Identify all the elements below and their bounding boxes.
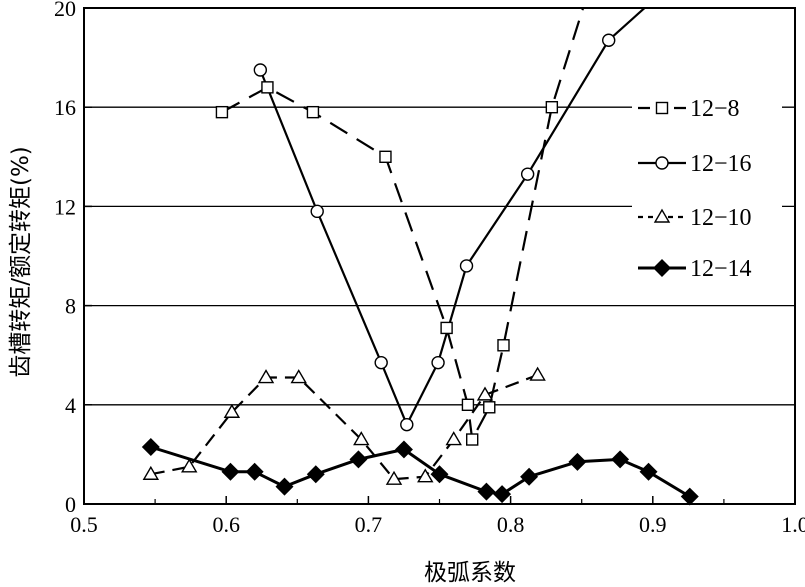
series-3-point [142,465,160,480]
series-2-point [520,167,535,181]
y-tick-label: 20 [54,0,76,21]
series-4-point [611,450,630,469]
series-3-point [529,366,546,381]
legend-item-2: 12−16 [632,145,782,179]
x-tick-label: 1.0 [781,512,805,537]
series-2-point [602,33,616,47]
series-2-point [310,204,324,219]
x-axis-title: 极弧系数 [424,560,516,586]
series-3-point [223,403,241,418]
y-tick-label: 16 [54,95,76,120]
legend-item-4-label: 12−14 [690,256,752,282]
legend-item-3: 12−10 [632,199,782,233]
y-tick-label: 8 [65,294,76,319]
legend-item-1-swatch-marker [655,101,669,115]
y-tick-label: 12 [54,194,76,219]
series-3-point [290,369,307,384]
series-1-point [379,150,392,164]
series-1-line [221,8,585,441]
series-group [150,8,691,498]
series-2-point [431,355,445,370]
y-axis-title: 齿槽转矩/额定转矩(%) [8,146,34,378]
series-3-point [353,431,370,446]
legend-item-2-label: 12−16 [690,151,752,177]
series-2-point [374,355,388,370]
y-tick-label: 4 [65,393,76,418]
legend-item-1-label: 12−8 [690,96,740,122]
series-1-point [466,433,479,446]
x-tick-label: 0.9 [639,512,667,537]
series-4-point [680,487,699,506]
series-3-point [417,468,434,483]
series-3-point [476,386,494,401]
legend-item-2-swatch-marker [655,156,669,170]
series-1-point [306,105,320,119]
markers-group [141,33,699,506]
legend: 12−8 12−16 12−10 12−14 [632,90,782,284]
series-4-point [349,450,368,469]
x-tick-label: 0.6 [212,512,240,537]
series-4-point [141,437,160,456]
series-4-point [394,440,413,459]
x-tick-label: 0.7 [355,512,383,537]
series-4-point [520,467,539,486]
series-1-point [261,81,274,94]
series-4-point [568,452,587,471]
x-tick-label: 0.8 [497,512,525,537]
series-4-point [639,462,658,481]
series-1-point [497,339,510,352]
series-4-point [430,465,449,484]
series-4-point [306,465,325,484]
series-2-point [459,259,474,273]
series-2-point [400,417,414,432]
axis-ticks: 0 4 8 12 16 20 0.5 0.6 0.7 0.8 0.9 1.0 [54,0,805,537]
x-tick-label: 0.5 [70,512,98,537]
series-4-point [477,482,496,501]
series-3-point [257,369,275,384]
legend-item-4-swatch-marker [653,259,671,277]
legend-item-4: 12−14 [632,250,782,284]
series-4-point [245,462,264,481]
series-1-point [440,321,453,335]
legend-item-1: 12−8 [632,90,782,124]
series-1-point [545,100,559,114]
legend-item-3-swatch-marker [653,208,671,223]
series-1-point [215,105,229,119]
series-4-point [221,462,240,481]
plot-frame [83,7,796,505]
series-1-point [461,398,475,411]
legend-item-3-label: 12−10 [690,205,752,231]
series-3-point [385,470,403,485]
series-2-point [253,63,268,77]
legend-item-3-bg [632,199,782,233]
series-4-point [275,477,294,496]
series-4-point [493,485,512,504]
y-tick-label: 0 [65,492,76,517]
series-3-point [445,431,462,446]
series-3-point [181,458,198,473]
series-1-point [483,401,496,414]
